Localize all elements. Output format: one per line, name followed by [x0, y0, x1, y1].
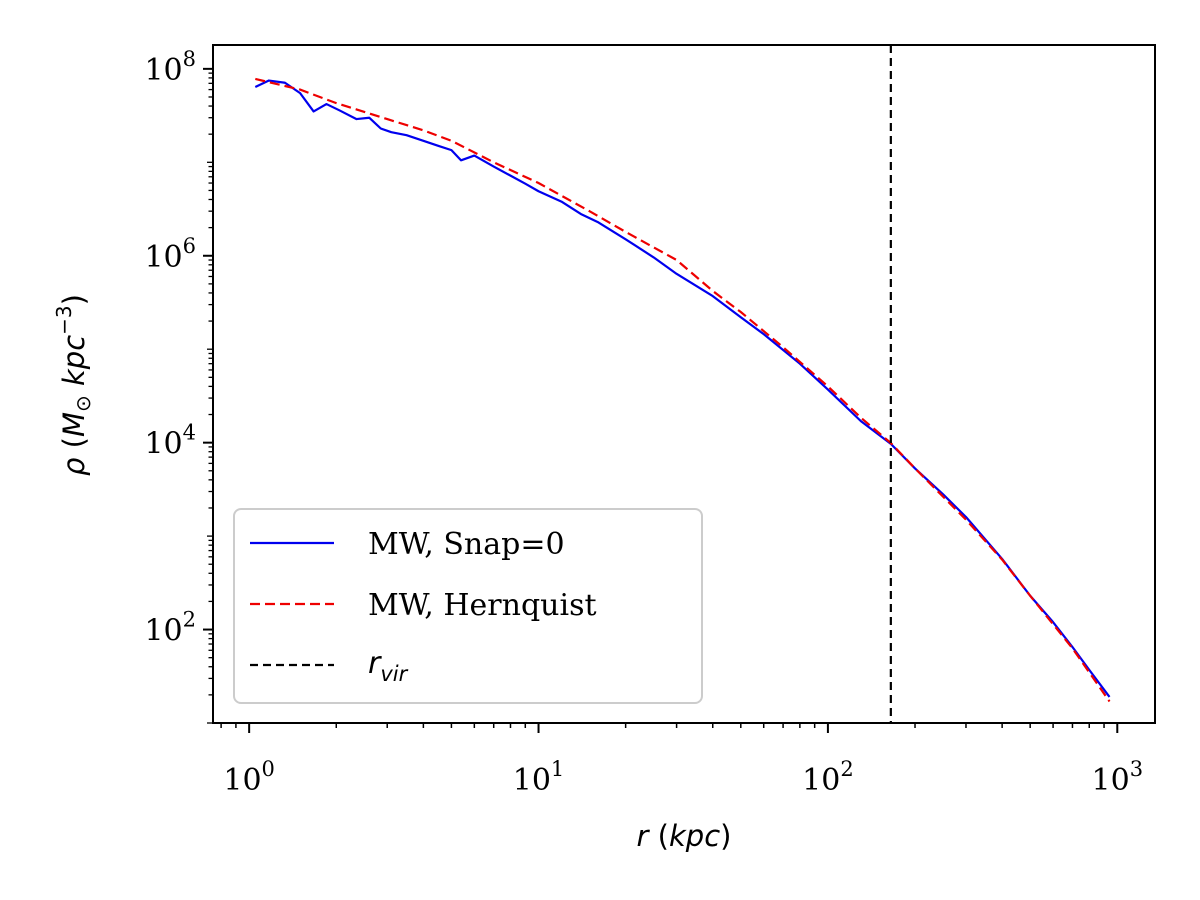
- plot-lines: [254, 45, 1111, 723]
- y-tick-label: 104: [144, 421, 196, 462]
- legend-label-snap0: MW, Snap=0: [368, 527, 565, 562]
- y-tick-label: 108: [144, 47, 196, 88]
- x-tick-label: 103: [1092, 757, 1144, 798]
- legend-label-rvir: rvir: [368, 646, 409, 686]
- x-tick-label: 100: [223, 757, 275, 798]
- x-tick-label: 101: [513, 757, 565, 798]
- series-line-snap0: [254, 79, 1111, 698]
- legend: MW, Snap=0 MW, Hernquist rvir: [233, 508, 703, 704]
- plot-frame: [212, 44, 1156, 724]
- y-axis-ticks: 102 104 106 108: [144, 47, 213, 724]
- y-axis-title: ρ (M⊙ kpc−3): [52, 294, 95, 476]
- y-tick-label: 106: [144, 234, 196, 275]
- x-axis-title: r (kpc): [637, 819, 732, 853]
- legend-frame: [233, 508, 703, 704]
- x-tick-label: 102: [802, 757, 854, 798]
- legend-label-hernquist: MW, Hernquist: [368, 588, 597, 623]
- y-tick-label: 102: [144, 608, 196, 649]
